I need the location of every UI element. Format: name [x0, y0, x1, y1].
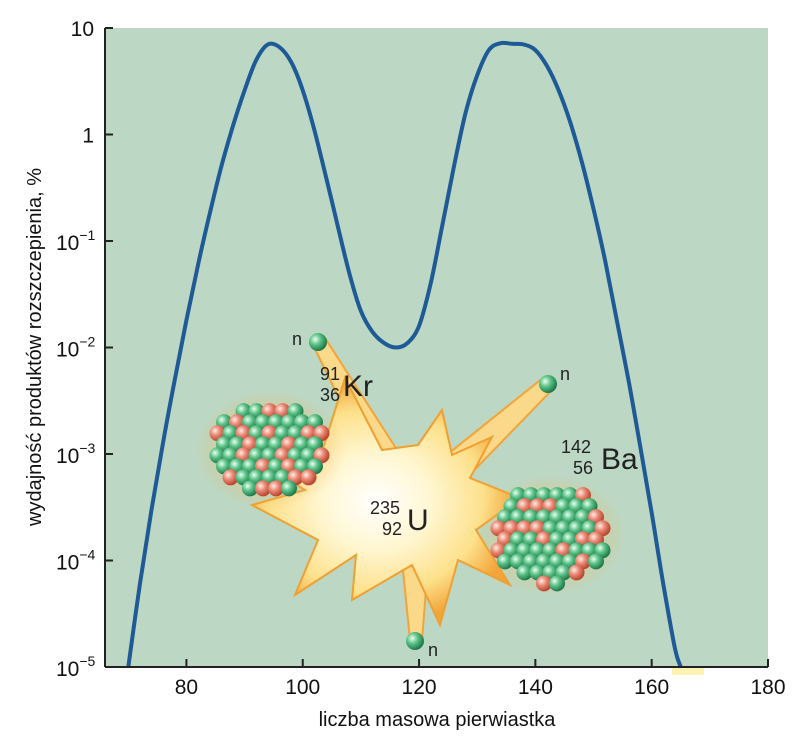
x-tick-label: 80 — [175, 676, 198, 699]
neutron-kr-label: n — [292, 329, 302, 349]
x-tick-label: 180 — [750, 676, 785, 699]
y-axis-title: wydajność produktów rozszczepienia, % — [24, 168, 46, 527]
neutron-ba-label: n — [560, 364, 570, 384]
nucleon — [300, 469, 317, 486]
x-tick-label: 100 — [285, 676, 320, 699]
x-tick-label: 140 — [518, 676, 553, 699]
u-mass-number: 235 — [370, 498, 400, 518]
x-axis-ticks: 80 100 120 140 160 180 — [175, 659, 786, 699]
kr-atomic-number: 36 — [320, 385, 340, 405]
y-tick-label: 10−5 — [56, 653, 96, 681]
nucleon — [242, 480, 258, 497]
y-tick-label: 1 — [82, 125, 94, 148]
nucleon — [255, 480, 271, 497]
nucleon — [588, 553, 604, 570]
x-tick-label: 160 — [634, 676, 669, 699]
u-atomic-number: 92 — [382, 519, 402, 539]
nucleon — [281, 480, 297, 497]
y-tick-label: 10−1 — [56, 227, 96, 255]
u-symbol: U — [407, 504, 429, 537]
nucleon — [549, 575, 565, 592]
ba-mass-number: 142 — [561, 437, 591, 457]
krypton-nucleus — [209, 403, 330, 497]
neutron-kr — [309, 333, 327, 351]
y-tick-label: 10−2 — [56, 334, 96, 362]
kr-mass-number: 91 — [320, 364, 340, 384]
barium-nucleus — [490, 487, 611, 592]
kr-symbol: Kr — [343, 370, 373, 403]
neutron-ba — [539, 375, 557, 393]
nucleon — [497, 553, 513, 570]
nucleon — [516, 564, 533, 581]
nucleon — [268, 480, 284, 497]
x-tick-label: 120 — [402, 676, 437, 699]
y-tick-label: 10 — [71, 18, 94, 41]
y-tick-label: 10−3 — [56, 440, 96, 468]
fission-illustration: n n n 91 36 Kr 142 56 Ba 235 92 U — [195, 329, 638, 660]
x-axis-title: liczba masowa pierwiastka — [319, 709, 557, 731]
ba-symbol: Ba — [601, 443, 638, 476]
yield-curve-line — [126, 40, 683, 667]
ba-atomic-number: 56 — [573, 458, 593, 478]
nucleon — [536, 575, 552, 592]
y-tick-label: 10−4 — [56, 547, 96, 575]
nucleon — [568, 564, 585, 581]
y-axis-ticks: 10 1 10−1 10−2 10−3 10−4 10−5 — [56, 18, 113, 681]
nucleon — [222, 469, 239, 486]
neutron-bottom — [406, 632, 424, 650]
neutron-bottom-label: n — [428, 640, 438, 660]
baseline-highlight — [672, 667, 704, 675]
